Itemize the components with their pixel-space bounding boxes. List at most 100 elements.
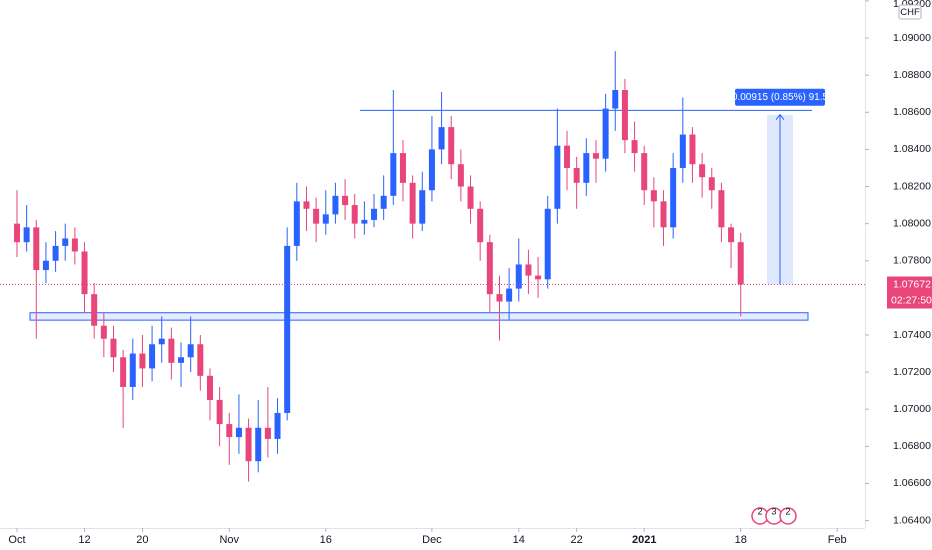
candle-body — [100, 325, 107, 339]
candle-body — [197, 344, 204, 376]
event-icon — [779, 507, 797, 525]
candle-body — [255, 427, 262, 462]
candle-body — [708, 177, 715, 191]
candle-body — [216, 399, 223, 425]
candle-body — [457, 164, 464, 187]
candle-body — [168, 338, 175, 363]
candle-body — [728, 227, 735, 243]
candle-body — [13, 223, 20, 243]
measure-label: 0.00915 (0.85%) 91.5 — [732, 92, 829, 103]
candle-body — [564, 145, 571, 168]
measure-label-box — [735, 88, 825, 106]
candle-body — [380, 195, 387, 209]
x-tick-label: Nov — [219, 534, 239, 546]
candle-body — [631, 140, 638, 154]
candle-body — [52, 245, 59, 261]
candle-body — [612, 90, 619, 109]
candle-body — [293, 201, 300, 246]
x-tick-label: Dec — [422, 534, 442, 546]
countdown-box — [887, 292, 932, 309]
y-tick-label: 1.06400 — [893, 514, 931, 526]
candle-body — [33, 227, 40, 271]
candle-body — [409, 182, 416, 224]
x-tick-label: 22 — [571, 534, 583, 546]
x-tick-label: 18 — [735, 534, 747, 546]
drawings: 0.00915 (0.85%) 91.5 — [29, 88, 829, 321]
candle-body — [650, 190, 657, 202]
y-tick-label: 1.09000 — [893, 32, 931, 44]
y-tick-label: 1.07000 — [893, 403, 931, 415]
candle-body — [583, 153, 590, 183]
candle-body — [602, 108, 609, 159]
candle-body — [428, 149, 435, 191]
candle-body — [641, 153, 648, 191]
candle-body — [178, 357, 185, 363]
candle-body — [496, 294, 503, 302]
candle-body — [689, 134, 696, 165]
y-tick-label: 1.08800 — [893, 69, 931, 81]
candle-body — [313, 208, 320, 224]
candle-body — [129, 353, 136, 387]
candle-body — [699, 164, 706, 178]
candle-body — [206, 375, 213, 400]
event-icon-label: 2 — [757, 506, 762, 516]
last-price-label: 1.07672 — [893, 278, 931, 290]
candle-body — [187, 344, 194, 358]
y-tick-label: 1.08000 — [893, 217, 931, 229]
candle-body — [235, 427, 242, 438]
x-tick-label: 16 — [320, 534, 332, 546]
x-tick-label: 12 — [78, 534, 90, 546]
candles — [13, 51, 744, 482]
candle-body — [149, 344, 156, 369]
candle-body — [592, 153, 599, 159]
x-tick-label: 2021 — [632, 534, 656, 546]
overlay: 1.07672 02:27:50 CHF 2 3 2 — [0, 4, 932, 525]
candle-body — [399, 153, 406, 183]
candle-body — [158, 338, 165, 345]
candle-body — [42, 260, 49, 271]
candle-body — [535, 275, 542, 280]
candle-body — [303, 201, 310, 209]
candle-body — [322, 214, 329, 224]
candle-body — [467, 186, 474, 209]
x-tick-label: Feb — [828, 534, 847, 546]
candle-body — [554, 145, 561, 209]
candle-body — [81, 251, 88, 295]
candle-body — [718, 190, 725, 228]
candle-body — [737, 242, 744, 285]
y-tick-label: 1.07400 — [893, 329, 931, 341]
countdown: 02:27:50 — [891, 294, 932, 306]
candle-body — [226, 424, 233, 438]
candle-body — [390, 153, 397, 196]
candle-body — [506, 288, 513, 302]
event-icon-label: 2 — [785, 506, 790, 516]
candle-body — [525, 264, 532, 276]
x-tick-label: Oct — [8, 534, 25, 546]
candle-body — [120, 357, 127, 387]
candle-body — [284, 245, 291, 413]
y-tick-label: 1.06800 — [893, 440, 931, 452]
y-tick-label: 1.06600 — [893, 477, 931, 489]
candle-body — [351, 205, 358, 224]
x-tick-label: 14 — [513, 534, 525, 546]
candle-body — [139, 353, 146, 369]
measure-arrowhead — [775, 113, 785, 121]
y-tick-label: 1.08400 — [893, 143, 931, 155]
candle-body — [515, 264, 522, 289]
candle-body — [419, 190, 426, 224]
event-icon-label: 3 — [771, 506, 776, 516]
y-tick-label: 1.07800 — [893, 255, 931, 267]
candle-body — [477, 208, 484, 243]
candle-body — [621, 90, 628, 141]
candle-body — [361, 219, 368, 224]
x-tick-label: 20 — [136, 534, 148, 546]
candle-body — [660, 201, 667, 228]
support-zone — [29, 312, 809, 321]
candle-body — [91, 294, 98, 326]
y-tick-label: 1.08200 — [893, 180, 931, 192]
candle-body — [371, 208, 378, 220]
candle-body — [342, 195, 349, 206]
candle-body — [486, 242, 493, 295]
